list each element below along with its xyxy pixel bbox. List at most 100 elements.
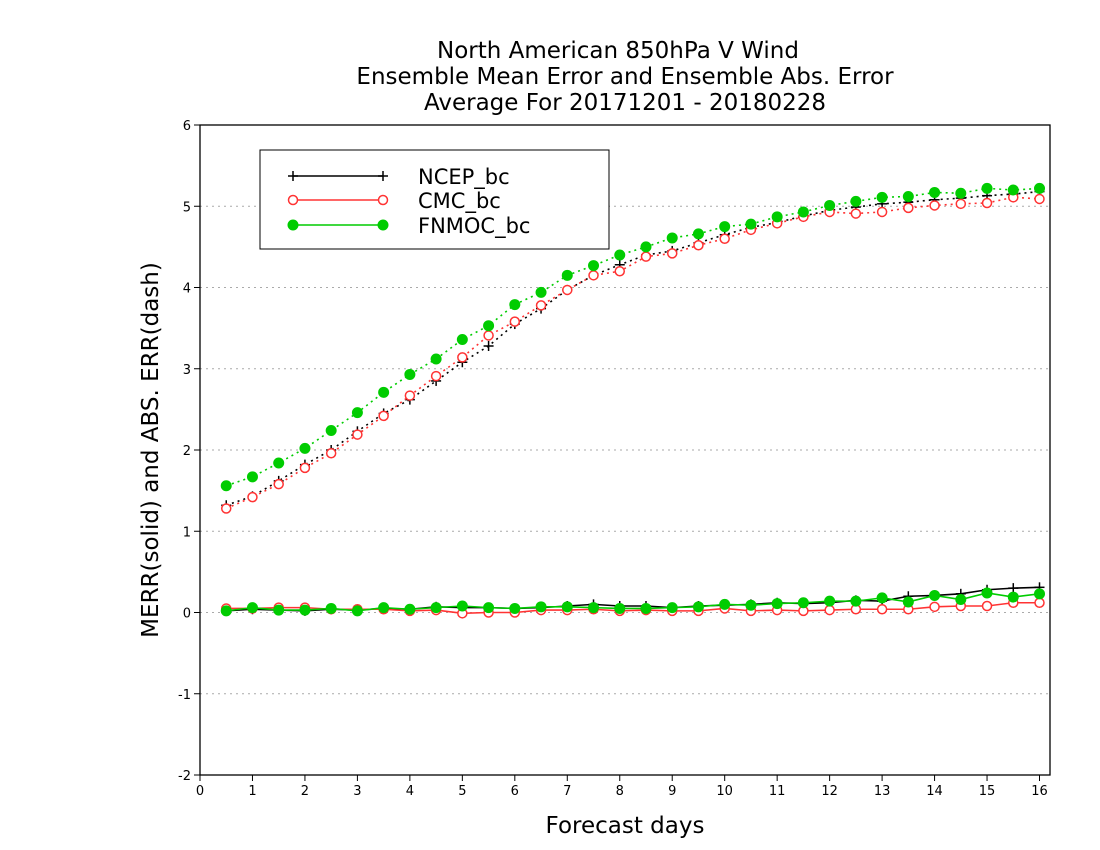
x-tick-label-4: 4 [406, 784, 414, 799]
abs-err-point-fnmoc-bc-29 [981, 182, 993, 194]
abs-err-point-cmc-bc-16 [640, 251, 652, 262]
abs-err-point-fnmoc-bc-30 [1007, 184, 1019, 196]
y-tick-label-1: 1 [183, 525, 191, 540]
title-line-3: Average For 20171201 - 20180228 [424, 90, 826, 116]
abs-err-point-cmc-bc-4 [325, 448, 337, 459]
x-axis-label: Forecast days [546, 813, 705, 839]
abs-err-point-cmc-bc-15 [614, 266, 626, 277]
abs-err-point-fnmoc-bc-9 [456, 334, 468, 345]
abs-err-point-fnmoc-bc-15 [614, 249, 626, 261]
legend-marker-right-ncep-bc [378, 171, 388, 181]
mean-err-point-fnmoc-bc-8 [430, 602, 442, 614]
mean-err-point-cmc-bc-29 [981, 600, 993, 612]
abs-err-point-fnmoc-bc-25 [876, 191, 888, 203]
abs-err-point-cmc-bc-9 [457, 352, 468, 363]
abs-err-point-fnmoc-bc-12 [535, 286, 547, 298]
x-tick-label-3: 3 [353, 784, 361, 799]
abs-err-point-fnmoc-bc-10 [483, 320, 495, 332]
mean-err-point-fnmoc-bc-4 [325, 602, 337, 614]
abs-err-point-cmc-bc-1 [247, 491, 258, 503]
mean-err-point-fnmoc-bc-20 [745, 599, 757, 611]
title-line-1: North American 850hPa V Wind [437, 38, 799, 64]
x-tick-label-11: 11 [769, 784, 786, 799]
legend-label-fnmoc: FNMOC_bc [418, 214, 530, 239]
x-tick-label-9: 9 [668, 784, 676, 799]
abs-err-point-fnmoc-bc-3 [299, 442, 311, 454]
abs-err-point-fnmoc-bc-5 [351, 407, 363, 419]
chart-title: North American 850hPa V Wind Ensemble Me… [356, 38, 894, 116]
abs-err-point-cmc-bc-14 [588, 270, 599, 281]
mean-err-point-fnmoc-bc-21 [771, 598, 783, 610]
x-tick-label-7: 7 [563, 784, 571, 799]
y-tick-label-2: 2 [183, 444, 191, 459]
abs-err-point-ncep-bc-10 [483, 341, 494, 351]
mean-err-point-cmc-bc-31 [1034, 597, 1045, 608]
x-tick-label-1: 1 [248, 784, 256, 799]
mean-err-point-fnmoc-bc-22 [797, 597, 809, 609]
y-tick-label--2: -2 [178, 769, 191, 784]
abs-err-point-cmc-bc-25 [876, 206, 888, 218]
mean-err-point-cmc-bc-25 [876, 604, 888, 615]
abs-err-point-cmc-bc-10 [483, 330, 494, 341]
legend-label-ncep: NCEP_bc [418, 165, 510, 190]
x-tick-label-13: 13 [874, 784, 891, 799]
mean-err-point-fnmoc-bc-26 [902, 596, 914, 608]
abs-err-line-fnmoc-bc [225, 187, 1040, 487]
mean-err-point-fnmoc-bc-0 [220, 605, 232, 617]
abs-err-point-fnmoc-bc-28 [955, 187, 967, 199]
mean-err-point-fnmoc-bc-18 [692, 601, 704, 613]
x-tick-label-14: 14 [926, 784, 943, 799]
x-tick-label-8: 8 [616, 784, 624, 799]
abs-err-point-fnmoc-bc-8 [430, 353, 442, 365]
mean-err-point-fnmoc-bc-10 [483, 602, 495, 614]
abs-err-point-fnmoc-bc-7 [404, 368, 416, 380]
mean-err-point-fnmoc-bc-24 [850, 595, 862, 607]
legend-marker-right-cmc-bc [377, 194, 389, 206]
x-tick-label-15: 15 [979, 784, 996, 799]
abs-err-point-fnmoc-bc-6 [378, 386, 390, 398]
abs-err-point-fnmoc-bc-0 [220, 480, 232, 492]
series-ncep-bc [221, 186, 1045, 616]
legend: NCEP_bc CMC_bc FNMOC_bc [259, 149, 610, 250]
mean-err-point-fnmoc-bc-14 [588, 602, 600, 614]
abs-err-point-cmc-bc-29 [981, 197, 993, 209]
x-tick-label-10: 10 [716, 784, 733, 799]
series-cmc-bc [220, 192, 1045, 619]
abs-err-point-cmc-bc-17 [666, 248, 678, 259]
abs-err-point-fnmoc-bc-13 [561, 269, 573, 281]
mean-err-point-fnmoc-bc-3 [299, 604, 311, 616]
abs-err-point-fnmoc-bc-4 [325, 425, 337, 436]
abs-err-point-cmc-bc-31 [1034, 193, 1045, 205]
abs-err-point-fnmoc-bc-1 [246, 471, 258, 483]
mean-err-point-ncep-bc-30 [1008, 583, 1019, 594]
x-tick-label-5: 5 [458, 784, 466, 799]
y-tick-label-6: 6 [183, 119, 191, 134]
x-tick-label-16: 16 [1031, 784, 1048, 799]
abs-err-point-fnmoc-bc-17 [666, 232, 678, 244]
x-tick-label-6: 6 [511, 784, 519, 799]
abs-err-point-cmc-bc-0 [220, 503, 232, 514]
abs-err-point-cmc-bc-19 [719, 233, 730, 244]
mean-err-point-fnmoc-bc-15 [614, 602, 626, 614]
abs-err-point-cmc-bc-3 [299, 462, 311, 474]
y-axis: -2 -1 0 1 2 3 4 5 6 [178, 119, 200, 784]
abs-err-point-cmc-bc-7 [404, 390, 416, 401]
y-tick-label--1: -1 [178, 688, 191, 703]
series-layer [220, 182, 1046, 619]
abs-err-point-fnmoc-bc-14 [588, 260, 600, 272]
mean-err-point-fnmoc-bc-2 [273, 604, 285, 616]
abs-err-point-cmc-bc-18 [693, 240, 704, 251]
abs-err-point-cmc-bc-28 [955, 198, 967, 210]
abs-err-point-fnmoc-bc-27 [929, 186, 941, 198]
x-axis: 0 1 2 3 4 5 6 7 8 9 10 11 12 13 14 15 16 [196, 775, 1048, 799]
mean-err-point-fnmoc-bc-19 [719, 598, 731, 610]
abs-err-point-fnmoc-bc-18 [692, 228, 704, 240]
mean-err-point-fnmoc-bc-13 [561, 601, 573, 613]
mean-err-point-fnmoc-bc-6 [378, 602, 390, 614]
abs-err-point-cmc-bc-12 [535, 300, 547, 311]
legend-marker-left-fnmoc-bc [287, 219, 299, 231]
mean-err-point-fnmoc-bc-16 [640, 602, 652, 614]
mean-err-point-fnmoc-bc-31 [1034, 588, 1046, 600]
mean-err-point-fnmoc-bc-9 [456, 600, 468, 612]
